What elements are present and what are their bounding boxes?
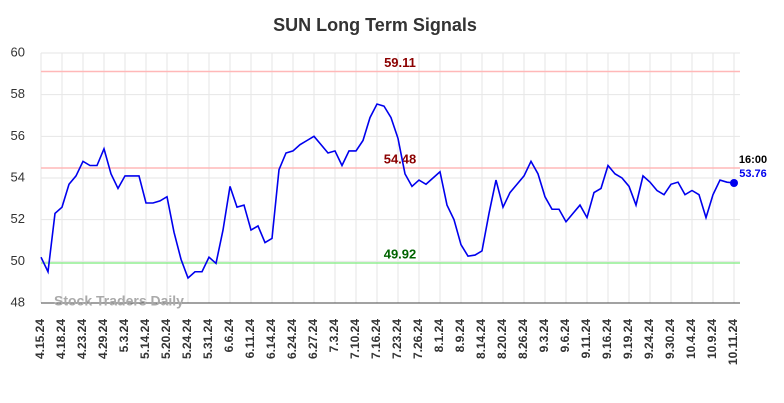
x-tick-label: 8.14.24 bbox=[474, 319, 488, 359]
y-tick-label: 58 bbox=[11, 86, 25, 101]
x-tick-label: 9.11.24 bbox=[579, 319, 593, 359]
x-tick-label: 9.3.24 bbox=[537, 319, 551, 353]
x-tick-label: 5.3.24 bbox=[117, 319, 131, 353]
x-tick-label: 9.16.24 bbox=[600, 319, 614, 359]
x-tick-label: 9.19.24 bbox=[621, 319, 635, 359]
x-tick-label: 6.27.24 bbox=[306, 319, 320, 359]
x-tick-label: 7.16.24 bbox=[369, 319, 383, 359]
x-tick-label: 10.11.24 bbox=[726, 319, 740, 365]
x-tick-label: 8.20.24 bbox=[495, 319, 509, 359]
x-tick-label: 4.29.24 bbox=[96, 319, 110, 359]
x-tick-label: 5.14.24 bbox=[138, 319, 152, 359]
y-tick-label: 48 bbox=[11, 294, 25, 309]
watermark: Stock Traders Daily bbox=[54, 293, 184, 309]
x-tick-label: 6.14.24 bbox=[264, 319, 278, 359]
y-tick-label: 50 bbox=[11, 253, 25, 268]
x-tick-label: 6.24.24 bbox=[285, 319, 299, 359]
line bbox=[40, 103, 735, 280]
x-tick-label: 8.1.24 bbox=[432, 319, 446, 353]
x-tick-label: 8.26.24 bbox=[516, 319, 530, 359]
x-tick-label: 10.9.24 bbox=[705, 319, 719, 359]
x-tick-label: 10.4.24 bbox=[684, 319, 698, 359]
x-tick-label: 4.15.24 bbox=[33, 319, 47, 359]
x-tick-label: 9.6.24 bbox=[558, 319, 572, 353]
x-tick-label: 4.23.24 bbox=[75, 319, 89, 359]
last-time-label: 16:00 bbox=[739, 154, 767, 166]
x-tick-label: 7.23.24 bbox=[390, 319, 404, 359]
x-tick-label: 4.18.24 bbox=[54, 319, 68, 359]
x-tick-label: 5.24.24 bbox=[180, 319, 194, 359]
y-tick-label: 56 bbox=[11, 128, 25, 143]
chart-title: SUN Long Term Signals bbox=[273, 15, 477, 35]
reference-label: 49.92 bbox=[384, 246, 417, 261]
reference-label: 59.11 bbox=[384, 55, 416, 70]
x-tick-label: 7.10.24 bbox=[348, 319, 362, 359]
x-tick-label: 8.9.24 bbox=[453, 319, 467, 353]
x-tick-label: 7.26.24 bbox=[411, 319, 425, 359]
y-tick-label: 60 bbox=[11, 44, 25, 59]
y-tick-label: 54 bbox=[11, 169, 25, 184]
x-tick-label: 9.30.24 bbox=[663, 319, 677, 359]
last-value-label: 53.76 bbox=[739, 168, 767, 180]
x-tick-label: 5.31.24 bbox=[201, 319, 215, 359]
x-tick-label: 7.3.24 bbox=[327, 319, 341, 353]
last-point bbox=[730, 179, 738, 187]
reference-label: 54.48 bbox=[384, 151, 417, 166]
x-tick-label: 6.11.24 bbox=[243, 319, 257, 359]
x-tick-label: 6.6.24 bbox=[222, 319, 236, 353]
y-tick-label: 52 bbox=[11, 211, 25, 226]
x-tick-label: 5.20.24 bbox=[159, 319, 173, 359]
x-tick-label: 9.24.24 bbox=[642, 319, 656, 359]
